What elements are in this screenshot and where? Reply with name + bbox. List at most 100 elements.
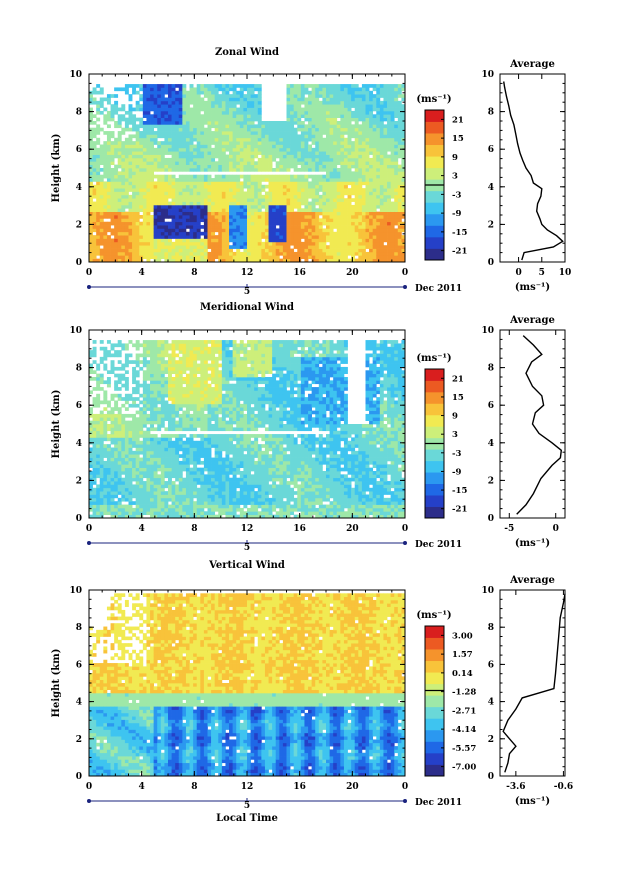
heatmap-cell: [132, 164, 137, 169]
heatmap-cell: [394, 127, 399, 132]
heatmap-cell: [96, 437, 101, 442]
heatmap-cell: [99, 235, 104, 239]
heatmap-cell: [340, 151, 345, 155]
heatmap-cell: [142, 208, 147, 212]
heatmap-cell: [200, 168, 205, 172]
heatmap-cell: [121, 164, 126, 169]
heatmap-cell: [164, 147, 169, 152]
heatmap-cell: [211, 225, 216, 229]
heatmap-cell: [347, 191, 352, 196]
heatmap-cell: [193, 255, 198, 259]
heatmap-cell: [139, 141, 144, 145]
heatmap-cell: [397, 181, 402, 186]
heatmap-cell: [247, 225, 251, 229]
heatmap-cell: [358, 147, 363, 152]
heatmap-cell: [365, 241, 370, 246]
heatmap-cell: [200, 258, 205, 263]
heatmap-cell: [340, 198, 345, 202]
heatmap-cell: [387, 231, 391, 236]
heatmap-cell: [333, 127, 338, 132]
heatmap-cell: [225, 255, 230, 259]
heatmap-cell: [175, 255, 180, 259]
heatmap-cell: [124, 413, 129, 418]
heatmap-cell: [311, 194, 316, 199]
heatmap-cell: [397, 201, 402, 206]
heatmap-cell: [185, 201, 190, 206]
heatmap-cell: [135, 228, 140, 233]
heatmap-cell: [361, 198, 366, 202]
heatmap-cell: [114, 434, 119, 438]
heatmap-cell: [89, 491, 93, 495]
heatmap-cell: [200, 124, 205, 129]
heatmap-cell: [308, 235, 312, 239]
heatmap-cell: [318, 218, 323, 223]
heatmap-cell: [232, 147, 237, 152]
heatmap-cell: [128, 454, 133, 458]
heatmap-cell: [347, 131, 352, 135]
heatmap-cell: [300, 208, 305, 212]
heatmap-cell: [322, 97, 327, 102]
heatmap-cell: [128, 107, 133, 112]
heatmap-cell: [150, 121, 154, 125]
heatmap-cell: [282, 215, 287, 219]
heatmap-cell: [247, 154, 251, 159]
heatmap-cell: [300, 90, 305, 95]
heatmap-cell: [397, 131, 402, 135]
heatmap-cell: [175, 164, 180, 169]
heatmap-cell: [200, 117, 205, 122]
heatmap-cell: [92, 211, 97, 216]
heatmap-cell: [336, 157, 341, 162]
heatmap-cell: [361, 97, 366, 102]
heatmap-cell: [397, 241, 402, 246]
y-tick-label: 2: [76, 220, 82, 230]
heatmap-cell: [114, 228, 119, 233]
heatmap-cell: [308, 248, 312, 253]
heatmap-cell: [121, 141, 126, 145]
heatmap-cell: [243, 131, 248, 135]
heatmap-cell: [178, 110, 183, 115]
heatmap-cell: [387, 184, 391, 189]
heatmap-cell: [361, 211, 366, 216]
heatmap-cell: [114, 487, 119, 492]
heatmap-cell: [175, 147, 180, 152]
heatmap-cell: [150, 201, 154, 206]
heatmap-cell: [369, 100, 374, 105]
heatmap-cell: [379, 194, 384, 199]
heatmap-cell: [92, 474, 97, 479]
heatmap-cell: [92, 464, 97, 468]
heatmap-cell: [394, 231, 399, 236]
heatmap-cell: [272, 238, 277, 243]
heatmap-cell: [286, 164, 291, 169]
colorbar-tick-label: -21: [452, 247, 467, 257]
average-y-tick-label: 8: [488, 108, 494, 118]
heatmap-cell: [243, 141, 248, 145]
heatmap-cell: [397, 251, 402, 256]
heatmap-cell: [329, 171, 334, 176]
heatmap-cell: [290, 184, 295, 189]
heatmap-cell: [315, 107, 320, 112]
heatmap-cell: [89, 147, 93, 152]
heatmap-cell: [124, 258, 129, 263]
heatmap-cell: [157, 97, 162, 102]
heatmap-cell: [390, 114, 395, 118]
heatmap-cell: [117, 484, 122, 489]
heatmap-cell: [160, 245, 165, 249]
heatmap-cell: [340, 174, 345, 179]
heatmap-cell: [311, 221, 316, 226]
heatmap-cell: [171, 251, 176, 256]
heatmap-cell: [333, 144, 338, 149]
heatmap-cell: [196, 131, 201, 135]
heatmap-cell: [376, 211, 381, 216]
heatmap-cell: [110, 184, 115, 189]
heatmap-cell: [157, 178, 162, 182]
heatmap-cell: [153, 131, 158, 135]
heatmap-cell: [326, 201, 330, 206]
heatmap-cell: [376, 171, 381, 176]
heatmap-cell: [160, 114, 165, 118]
heatmap-cell: [203, 164, 208, 169]
heatmap-cell: [369, 235, 374, 239]
heatmap-cell: [239, 188, 244, 192]
heatmap-cell: [221, 228, 226, 233]
colorbar-swatch: [425, 190, 444, 203]
heatmap-cell: [114, 255, 119, 259]
